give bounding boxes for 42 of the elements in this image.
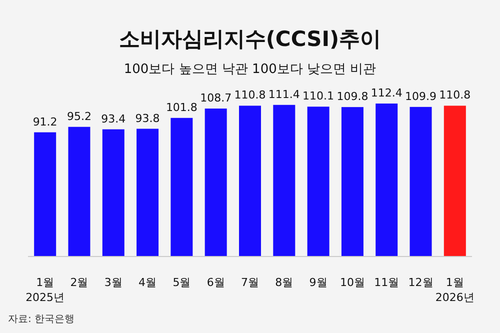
x-tick-label: 5월 bbox=[172, 276, 191, 289]
bar bbox=[307, 106, 330, 256]
bar bbox=[273, 104, 296, 256]
x-tick-label: 12월 bbox=[408, 276, 434, 289]
x-tick-label: 7월 bbox=[241, 276, 259, 289]
data-label: 93.4 bbox=[101, 112, 126, 126]
data-label: 109.8 bbox=[336, 90, 368, 104]
bar bbox=[68, 126, 90, 256]
x-tick-label: 4월 bbox=[138, 276, 157, 289]
bar bbox=[170, 118, 193, 256]
chart-subtitle: 100보다 높으면 낙관 100보다 낮으면 비관 bbox=[124, 62, 376, 77]
bar bbox=[341, 107, 364, 256]
bar bbox=[239, 106, 261, 256]
bar bbox=[34, 132, 56, 256]
x-tick-label: 8월 bbox=[275, 276, 294, 289]
x-tick-label: 11월 bbox=[374, 276, 400, 289]
data-label: 110.8 bbox=[439, 88, 471, 102]
data-label: 110.1 bbox=[302, 90, 334, 103]
bar bbox=[204, 108, 227, 256]
bar bbox=[444, 106, 466, 256]
data-label: 111.4 bbox=[268, 88, 300, 101]
data-label: 109.9 bbox=[405, 90, 437, 103]
x-tick-label: 1월 2025년 bbox=[26, 276, 65, 304]
chart-title: 소비자심리지수(CCSI)추이 bbox=[118, 27, 382, 51]
x-tick-label: 6월 bbox=[206, 276, 225, 289]
text: 자료: 한국은행 bbox=[8, 314, 75, 325]
x-tick-label: 3월 bbox=[104, 276, 122, 289]
data-label: 110.8 bbox=[234, 88, 266, 102]
bar bbox=[410, 106, 432, 256]
data-label: 108.7 bbox=[200, 92, 232, 105]
data-label: 91.2 bbox=[32, 115, 58, 128]
x-tick-label: 1월 2026년 bbox=[435, 276, 474, 304]
data-label: 95.2 bbox=[66, 110, 92, 123]
x-tick-label: 9월 bbox=[309, 276, 328, 289]
bar bbox=[376, 104, 398, 256]
bar bbox=[136, 128, 159, 256]
data-label: 101.8 bbox=[166, 100, 198, 114]
x-tick-label: 10월 bbox=[340, 276, 365, 289]
bar bbox=[102, 129, 124, 256]
data-label: 93.8 bbox=[135, 112, 160, 125]
x-tick-label: 2월 bbox=[70, 276, 88, 289]
data-label: 112.4 bbox=[370, 86, 402, 100]
